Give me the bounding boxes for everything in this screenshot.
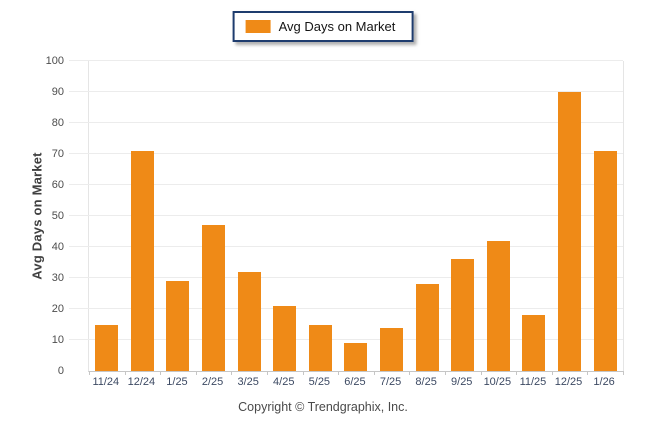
bar-slot: [516, 61, 552, 371]
x-tick-label: 11/24: [92, 376, 120, 388]
gridline: [69, 184, 623, 185]
x-axis-tick-mark: [231, 371, 233, 375]
bar-slot: [89, 61, 125, 371]
gridline: [69, 215, 623, 216]
bar: [273, 305, 297, 371]
bar: [558, 92, 582, 371]
y-tick-label: 20: [51, 303, 64, 315]
x-axis-tick-mark: [302, 371, 304, 375]
x-tick-label: 9/25: [451, 376, 473, 388]
x-tick-label: 3/25: [237, 376, 259, 388]
x-tick-label: 2/25: [201, 376, 224, 388]
bar-slot: [445, 61, 481, 371]
bar: [344, 343, 368, 371]
x-tick-label: 5/25: [308, 376, 331, 388]
bar-slot: [196, 61, 232, 371]
y-tick-label: 30: [51, 272, 64, 284]
x-tick-label: 8/25: [415, 376, 437, 388]
bar: [486, 240, 510, 371]
x-axis-tick-mark: [373, 371, 375, 375]
bar-slot: [374, 61, 410, 371]
gridline: [69, 339, 623, 340]
y-tick-label: 90: [51, 86, 64, 98]
gridline: [69, 153, 623, 154]
x-axis-tick-mark: [623, 371, 624, 375]
bar: [593, 150, 617, 371]
bar-slot: [587, 61, 623, 371]
x-axis-tick-mark: [195, 371, 197, 375]
gridline: [69, 246, 623, 247]
x-axis-tick-mark: [516, 371, 518, 375]
bar: [451, 259, 475, 371]
bar: [380, 327, 404, 371]
x-tick-label: 11/25: [519, 376, 547, 388]
gridline: [69, 122, 623, 123]
x-tick-label: 6/25: [344, 376, 366, 388]
x-axis-tick-mark: [409, 371, 411, 375]
x-tick-label: 7/25: [379, 376, 402, 388]
y-tick-label: 70: [51, 148, 64, 160]
bar: [95, 324, 119, 371]
x-axis-tick-mark: [267, 371, 268, 375]
bar: [522, 315, 546, 371]
plot-area: [69, 60, 624, 375]
bar: [202, 225, 226, 371]
legend-label: Avg Days on Market: [278, 19, 396, 34]
bar-slot: [160, 61, 196, 371]
y-tick-label: 50: [51, 210, 64, 222]
legend-swatch-icon: [245, 20, 271, 33]
x-axis-tick-mark: [160, 371, 162, 375]
bar-slot: [303, 61, 339, 371]
bar: [130, 150, 154, 371]
y-tick-label: 0: [57, 365, 64, 377]
x-axis-tick-mark: [480, 371, 482, 375]
x-axis-tick-mark: [587, 371, 589, 375]
x-tick-label: 12/25: [554, 376, 583, 388]
y-tick-label: 40: [51, 241, 64, 253]
bar: [308, 324, 332, 371]
y-tick-label: 80: [51, 117, 64, 129]
gridline: [69, 308, 623, 309]
bar-slot: [409, 61, 445, 371]
bar-slot: [552, 61, 588, 371]
x-tick-label: 12/24: [127, 376, 156, 388]
y-tick-label: 100: [45, 55, 64, 67]
x-axis-tick-mark: [338, 371, 340, 375]
x-tick-label: 10/25: [483, 376, 512, 388]
bar-slot: [231, 61, 267, 371]
bar-slot: [267, 61, 303, 371]
gridline: [69, 60, 623, 61]
x-axis-tick-mark: [124, 371, 126, 375]
y-axis-tick-labels: 0 10 20 30 40 50 60 70 80 90 100: [0, 55, 64, 377]
copyright-text: Copyright © Trendgraphix, Inc.: [238, 400, 408, 414]
x-tick-label: 4/25: [273, 376, 295, 388]
bars-container: [89, 61, 623, 371]
gridline: [69, 91, 623, 92]
bar-slot: [125, 61, 161, 371]
bar: [237, 271, 261, 371]
bar-slot: [481, 61, 517, 371]
x-axis-tick-labels: 11/24 12/24 1/25 2/25 3/25 4/25 5/25 6/25 7/25 8/…: [88, 376, 622, 388]
gridline: [69, 277, 623, 278]
x-axis-tick-mark: [89, 371, 90, 375]
x-axis-tick-mark: [445, 371, 446, 375]
y-tick-label: 10: [51, 334, 64, 346]
x-tick-label: 1/25: [166, 376, 188, 388]
legend: Avg Days on Market: [232, 11, 414, 42]
y-tick-label: 60: [51, 179, 64, 191]
bar: [415, 284, 439, 371]
bar-slot: [338, 61, 374, 371]
x-axis-tick-mark: [551, 371, 553, 375]
x-tick-label: 1/26: [593, 376, 615, 388]
bar: [166, 281, 190, 371]
